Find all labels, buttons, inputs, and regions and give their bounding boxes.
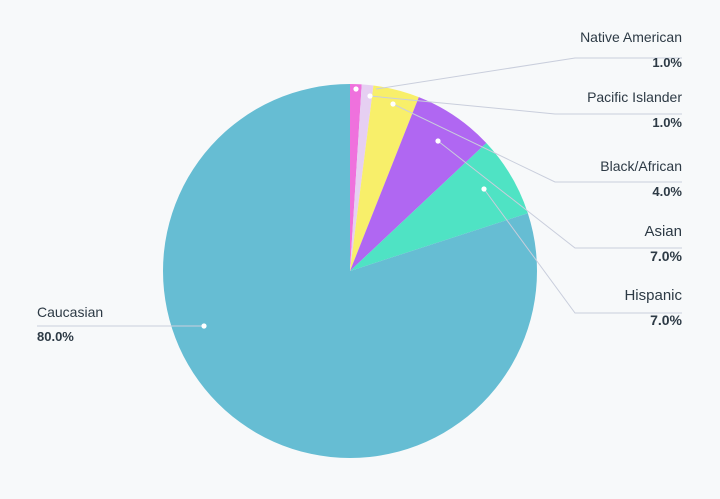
leader-dot-asian xyxy=(435,138,441,144)
label-caucasian: Caucasian xyxy=(37,304,103,320)
slice-hispanic xyxy=(350,142,528,271)
leader-dot-pacific-islander xyxy=(367,93,373,99)
value-black-african: 4.0% xyxy=(652,184,682,199)
leader-line-black-african xyxy=(392,103,682,183)
slice-labels: Native American 1.0% Pacific Islander 1.0% B… xyxy=(37,29,683,344)
label-hispanic: Hispanic xyxy=(624,287,682,304)
label-native-american: Native American xyxy=(580,29,682,45)
slice-pacific-islander xyxy=(350,84,374,272)
pie-slices xyxy=(163,84,538,458)
value-caucasian: 80.0% xyxy=(37,329,74,344)
label-black-african: Black/African xyxy=(600,158,682,174)
leader-dot-hispanic xyxy=(481,186,487,192)
leader-line-native-american xyxy=(375,57,682,90)
slice-black-african xyxy=(350,85,419,271)
slice-native-american xyxy=(350,84,362,271)
value-asian: 7.0% xyxy=(650,248,682,264)
value-hispanic: 7.0% xyxy=(650,312,682,328)
leader-dot-native-american xyxy=(353,86,359,92)
leader-line-hispanic xyxy=(483,188,682,314)
leader-line-pacific-islander xyxy=(369,95,682,115)
leader-lines xyxy=(37,57,682,329)
label-asian: Asian xyxy=(644,223,682,240)
slice-caucasian xyxy=(163,84,538,458)
leader-line-asian xyxy=(437,140,682,249)
value-native-american: 1.0% xyxy=(652,55,682,70)
slice-asian xyxy=(350,97,487,271)
value-pacific-islander: 1.0% xyxy=(652,115,682,130)
leader-dot-black-african xyxy=(390,101,396,107)
label-pacific-islander: Pacific Islander xyxy=(587,89,682,105)
leader-dot-caucasian xyxy=(201,323,207,329)
